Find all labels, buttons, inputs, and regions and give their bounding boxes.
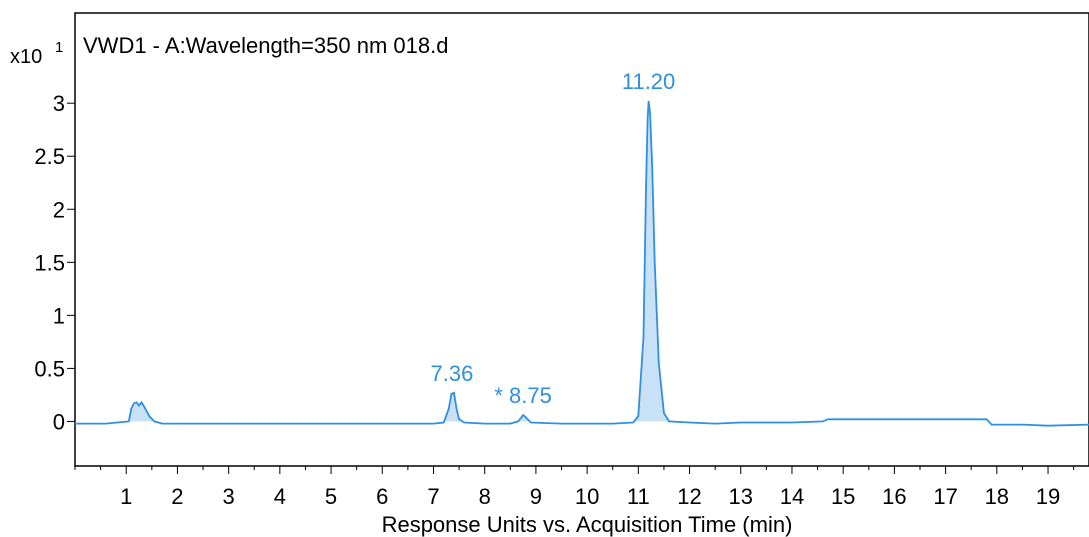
x-tick-label: 11 (627, 484, 650, 509)
x-tick-label: 1 (120, 484, 132, 509)
peak-fill-layer (128, 101, 670, 423)
y-tick-label: 0.5 (34, 356, 65, 381)
x-tick-label: 8 (479, 484, 491, 509)
peak-annotations: 7.36 * 8.75 11.20 (431, 69, 676, 408)
x-tick-label: 7 (427, 484, 439, 509)
x-tick-label: 16 (882, 484, 906, 509)
chart-title: VWD1 - A:Wavelength=350 nm 018.d (83, 33, 448, 58)
x-tick-label: 5 (325, 484, 337, 509)
x-tick-label: 15 (831, 484, 855, 509)
x-tick-label: 13 (729, 484, 753, 509)
y-multiplier-base: x10 (10, 46, 42, 68)
y-tick-label: 2.5 (34, 144, 65, 169)
x-tick-label: 9 (530, 484, 542, 509)
plot-frame (74, 12, 1089, 467)
y-tick-label: 1.5 (34, 250, 65, 275)
y-tick-label: 0 (53, 409, 65, 434)
peak-fill-4 (633, 101, 670, 423)
y-axis: 0 0.5 1 1.5 2 2.5 3 (34, 91, 75, 434)
x-tick-label: 17 (933, 484, 957, 509)
y-tick-label: 2 (53, 197, 65, 222)
peak-label: 7.36 (431, 361, 474, 386)
x-tick-label: 4 (274, 484, 286, 509)
peak-fill-1 (128, 402, 155, 422)
x-tick-label: 2 (171, 484, 183, 509)
y-tick-label: 3 (53, 91, 65, 116)
peak-label: 11.20 (622, 69, 675, 94)
x-tick-label: 6 (376, 484, 388, 509)
x-axis-title: Response Units vs. Acquisition Time (min… (382, 512, 793, 537)
y-multiplier-exponent: 1 (55, 39, 63, 56)
x-tick-label: 19 (1036, 484, 1060, 509)
x-tick-label: 10 (575, 484, 599, 509)
x-axis: 1 2 3 4 5 6 7 8 9 10 11 12 13 14 15 16 17 18 19 (74, 466, 1075, 509)
signal-trace (75, 100, 1089, 427)
x-tick-label: 14 (780, 484, 804, 509)
x-tick-label: 18 (985, 484, 1009, 509)
peak-fill-3 (517, 415, 531, 423)
peak-fill-2 (443, 392, 465, 423)
x-tick-label: 3 (223, 484, 235, 509)
peak-label: * 8.75 (494, 383, 552, 408)
y-tick-label: 1 (53, 303, 65, 328)
x-tick-label: 12 (677, 484, 701, 509)
y-axis-multiplier: x10 1 (10, 39, 63, 68)
